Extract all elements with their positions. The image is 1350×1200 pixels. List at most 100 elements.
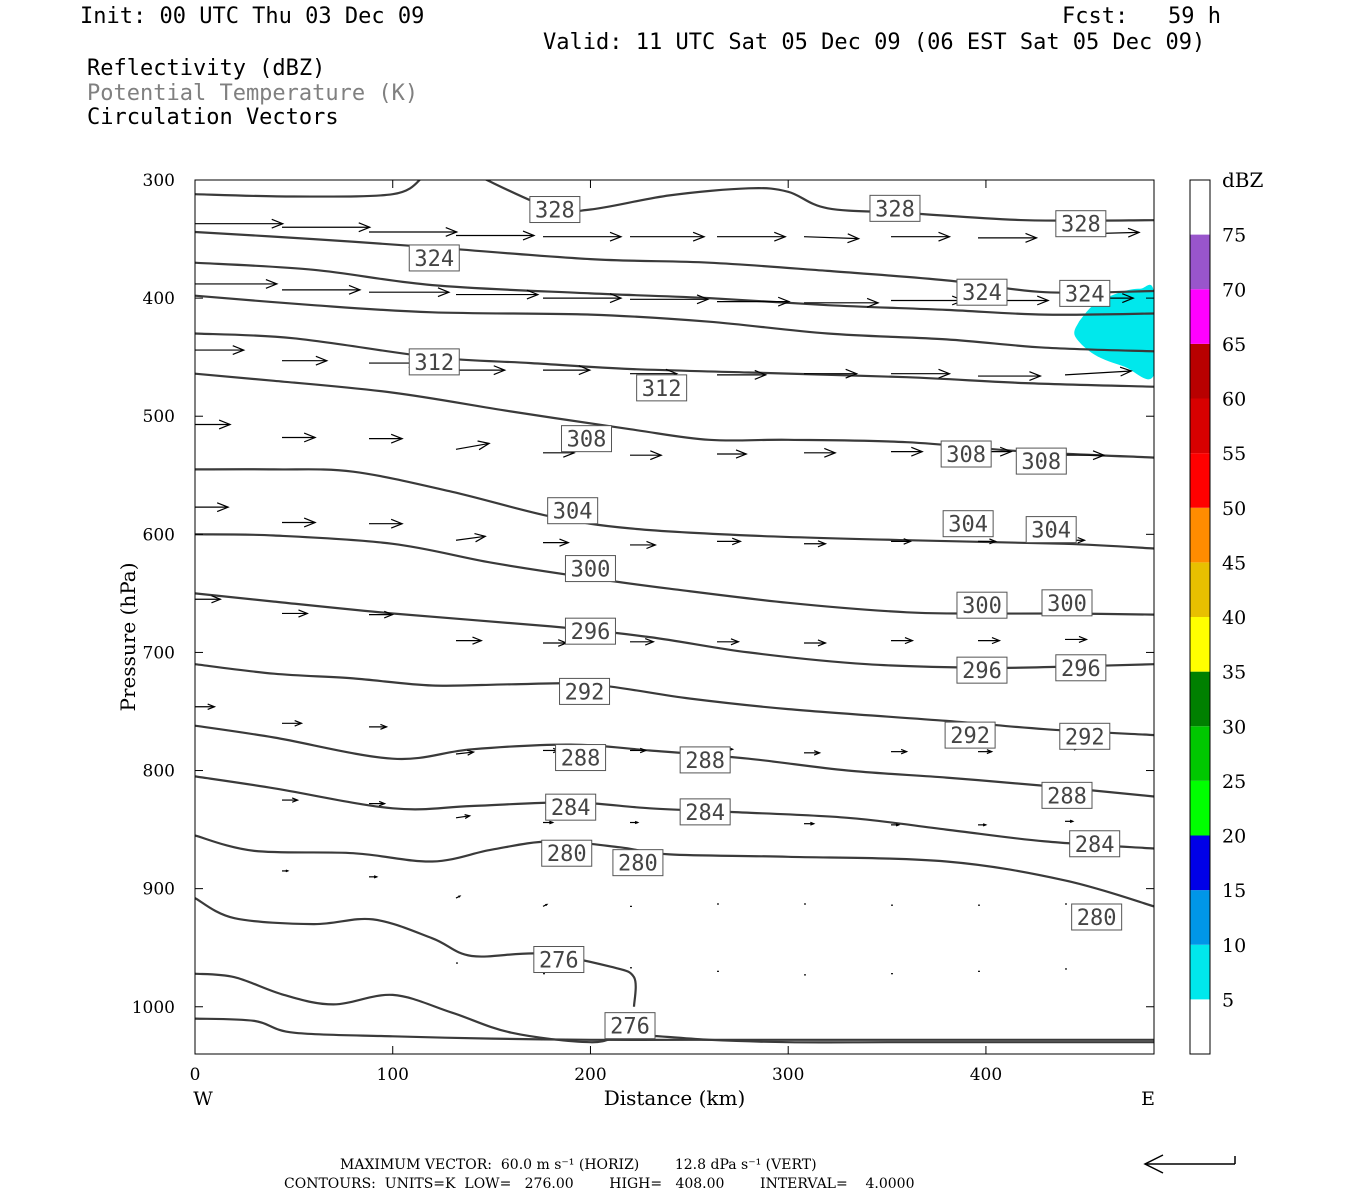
contour-label-324: 324 bbox=[956, 278, 1008, 306]
contour-label-280: 280 bbox=[612, 849, 664, 877]
vector-head bbox=[813, 750, 822, 756]
vector-head bbox=[348, 284, 362, 295]
circulation-vector bbox=[455, 749, 476, 756]
circulation-vector bbox=[282, 609, 309, 618]
contour-label-text: 288 bbox=[1047, 784, 1087, 809]
circulation-vector bbox=[456, 230, 536, 241]
vector-head bbox=[634, 820, 640, 825]
contour-label-280: 280 bbox=[1071, 903, 1123, 931]
vector-head bbox=[1119, 366, 1133, 377]
vector-head bbox=[522, 230, 536, 241]
circulation-vector bbox=[282, 222, 372, 233]
theta-contour-328 bbox=[484, 180, 1154, 222]
vector-head bbox=[378, 800, 387, 807]
contour-label-300: 300 bbox=[1041, 589, 1093, 617]
circulation-vector bbox=[455, 895, 462, 899]
vector-head bbox=[989, 538, 998, 545]
max-vector-note: MAXIMUM VECTOR: 60.0 m s⁻¹ (HORIZ) 12.8 … bbox=[340, 1157, 817, 1173]
contour-label-284: 284 bbox=[545, 793, 597, 821]
x-tick-label: 300 bbox=[772, 1065, 804, 1085]
circulation-vector bbox=[630, 540, 657, 550]
contour-label-300: 300 bbox=[564, 555, 616, 583]
init-time: Init: 00 UTC Thu 03 Dec 09 bbox=[80, 4, 425, 29]
contour-label-text: 280 bbox=[1077, 906, 1117, 931]
circulation-vector bbox=[282, 517, 317, 528]
field-reflectivity: Reflectivity (dBZ) bbox=[87, 56, 326, 81]
vector-head bbox=[559, 538, 570, 547]
contour-label-text: 296 bbox=[1061, 657, 1101, 682]
colorbar-segment bbox=[1190, 835, 1210, 891]
vector-head bbox=[991, 637, 1002, 645]
vector-head bbox=[526, 289, 540, 300]
contour-label-304: 304 bbox=[1025, 516, 1077, 544]
y-tick-label: 400 bbox=[143, 289, 175, 309]
circulation-vector bbox=[195, 345, 246, 356]
vector-shaft bbox=[455, 815, 470, 819]
vector-head bbox=[1036, 295, 1050, 306]
circulation-vector bbox=[456, 636, 483, 645]
x-axis-label: Distance (km) bbox=[604, 1086, 746, 1110]
contour-label-box bbox=[533, 946, 585, 974]
contour-label-box bbox=[559, 677, 611, 705]
colorbar-segment bbox=[1190, 999, 1210, 1054]
circulation-vector bbox=[195, 703, 217, 711]
theta-contour-300 bbox=[195, 533, 1154, 616]
vector-head bbox=[938, 231, 952, 242]
colorbar-frame bbox=[1189, 179, 1211, 1055]
contour-label-text: 328 bbox=[535, 199, 575, 224]
circulation-vector bbox=[804, 750, 822, 756]
vector-head bbox=[218, 419, 232, 430]
vector-head bbox=[810, 821, 816, 826]
colorbar-tick-label: 20 bbox=[1222, 826, 1246, 848]
vector-head bbox=[845, 368, 859, 379]
vector-head bbox=[466, 749, 476, 756]
contour-label-text: 324 bbox=[962, 281, 1002, 306]
contour-label-text: 288 bbox=[685, 749, 725, 774]
theta-contour-280 bbox=[195, 897, 637, 1007]
circulation-vector bbox=[804, 540, 828, 548]
colorbar-segment bbox=[1190, 234, 1210, 290]
vector-head bbox=[1077, 536, 1087, 544]
contour-label-text: 284 bbox=[685, 801, 725, 826]
contour-label-280: 280 bbox=[541, 839, 593, 867]
vector-head bbox=[735, 449, 748, 459]
vector-head bbox=[303, 432, 317, 443]
contour-label-308: 308 bbox=[940, 440, 992, 468]
contour-label-box bbox=[956, 278, 1008, 306]
circulation-vector bbox=[543, 293, 623, 304]
vector-head bbox=[1092, 450, 1106, 461]
circulation-vector bbox=[282, 797, 300, 803]
circulation-vector bbox=[804, 297, 880, 308]
y-tick-label: 300 bbox=[143, 171, 175, 191]
theta-contour-304 bbox=[195, 468, 1154, 550]
contour-label-box bbox=[944, 721, 996, 749]
circulation-vector bbox=[804, 821, 816, 826]
contour-label-text: 304 bbox=[948, 513, 988, 538]
x-end-label-east: E bbox=[1141, 1088, 1155, 1110]
contour-label-box bbox=[604, 1012, 656, 1040]
contour-label-box bbox=[408, 348, 460, 376]
vector-head bbox=[1029, 371, 1043, 382]
vector-head bbox=[477, 440, 491, 451]
colorbar-segment bbox=[1190, 780, 1210, 836]
vector-head bbox=[1078, 635, 1089, 644]
colorbar-segment bbox=[1190, 453, 1210, 508]
vector-head bbox=[774, 231, 787, 242]
contour-label-text: 324 bbox=[414, 247, 454, 272]
vector-head bbox=[315, 355, 329, 366]
vector-shaft bbox=[455, 442, 490, 450]
contour-label-box bbox=[942, 510, 994, 538]
circulation-vector bbox=[717, 537, 743, 546]
contour-label-text: 328 bbox=[875, 197, 915, 222]
contour-label-292: 292 bbox=[944, 721, 996, 749]
colorbar-segment bbox=[1190, 180, 1210, 235]
vector-head bbox=[1025, 232, 1039, 243]
contour-label-text: 296 bbox=[571, 620, 611, 645]
contour-label-box bbox=[529, 196, 581, 224]
vector-head bbox=[358, 222, 372, 233]
contour-info-note: CONTOURS: UNITS=K LOW= 276.00 HIGH= 408.… bbox=[284, 1176, 915, 1192]
contour-label-292: 292 bbox=[559, 677, 611, 705]
vector-head bbox=[866, 297, 880, 308]
colorbar-tick-label: 5 bbox=[1222, 989, 1234, 1011]
vector-head bbox=[639, 747, 648, 754]
